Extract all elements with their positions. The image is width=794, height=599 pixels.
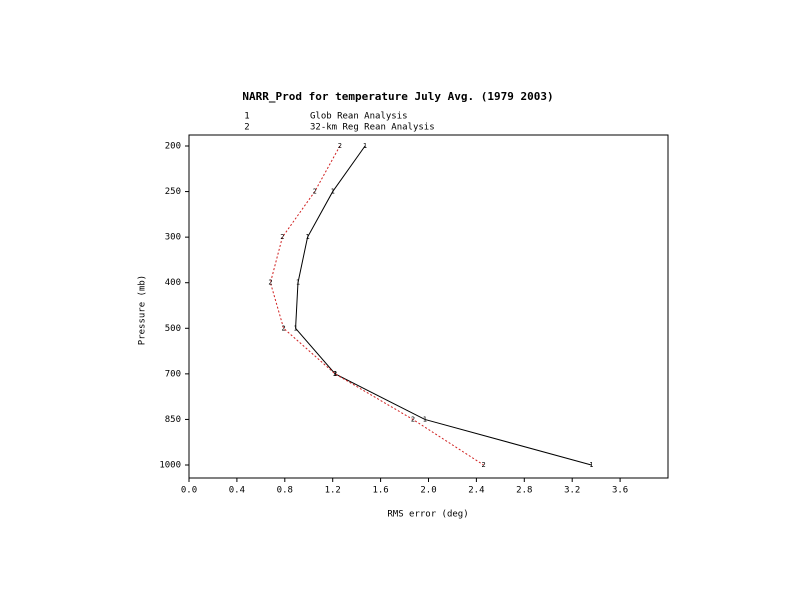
legend-symbol: 2 <box>244 123 249 133</box>
point-marker: 2 <box>338 142 342 150</box>
x-tick-label: 0.8 <box>277 486 293 496</box>
y-tick-label: 850 <box>165 415 181 425</box>
point-marker: 2 <box>280 233 284 241</box>
point-marker: 2 <box>481 461 485 469</box>
point-marker: 1 <box>333 370 337 378</box>
y-tick-label: 500 <box>165 324 181 334</box>
point-marker: 2 <box>281 324 285 332</box>
y-axis-label: Pressure (mb) <box>138 275 148 345</box>
x-tick-label: 2.4 <box>468 486 484 496</box>
point-marker: 1 <box>305 233 309 241</box>
x-tick-label: 2.8 <box>516 486 532 496</box>
series-line <box>295 145 592 466</box>
point-marker: 1 <box>363 142 367 150</box>
x-tick-label: 3.6 <box>612 486 628 496</box>
point-marker: 2 <box>411 415 415 423</box>
y-tick-label: 1000 <box>159 461 181 471</box>
chart-title: NARR_Prod for temperature July Avg. (197… <box>242 90 553 103</box>
legend-label: Glob Rean Analysis <box>310 112 408 122</box>
x-tick-label: 2.0 <box>420 486 436 496</box>
point-marker: 2 <box>333 370 337 378</box>
y-tick-label: 200 <box>165 142 181 152</box>
series-line <box>269 145 484 466</box>
x-tick-label: 0.4 <box>229 486 245 496</box>
x-tick-label: 1.2 <box>325 486 341 496</box>
point-marker: 1 <box>331 188 335 196</box>
legend-label: 32-km Reg Rean Analysis <box>310 123 435 133</box>
x-tick-label: 0.0 <box>181 486 197 496</box>
point-marker: 1 <box>296 279 300 287</box>
legend-symbol: 1 <box>244 112 249 122</box>
point-marker: 1 <box>293 324 297 332</box>
x-axis-label: RMS error (deg) <box>387 510 468 520</box>
point-marker: 1 <box>589 461 593 469</box>
y-tick-label: 250 <box>165 187 181 197</box>
y-tick-label: 400 <box>165 278 181 288</box>
y-tick-label: 700 <box>165 369 181 379</box>
x-tick-label: 3.2 <box>564 486 580 496</box>
x-tick-label: 1.6 <box>372 486 388 496</box>
point-marker: 2 <box>268 279 272 287</box>
point-marker: 1 <box>423 415 427 423</box>
y-tick-label: 300 <box>165 233 181 243</box>
point-marker: 2 <box>313 188 317 196</box>
